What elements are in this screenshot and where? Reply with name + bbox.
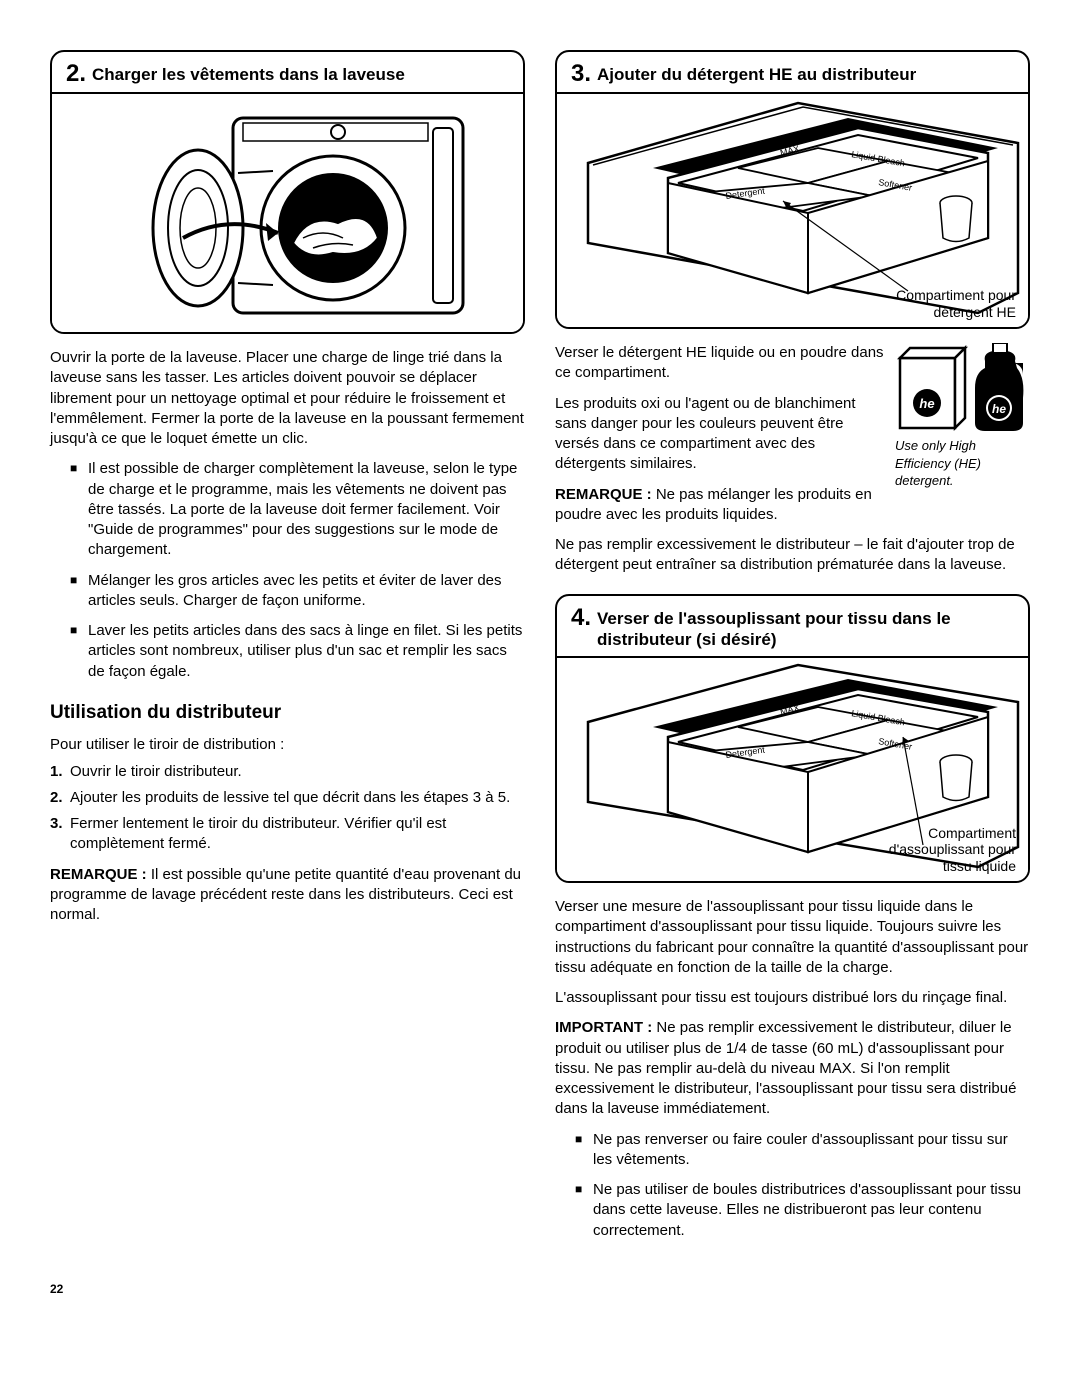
dispenser-step-2: 2.Ajouter les produits de lessive tel qu… — [50, 788, 525, 808]
step-4-header: 4. Verser de l'assouplissant pour tissu … — [557, 596, 1028, 657]
dispenser-step-3: 3.Fermer lentement le tiroir du distribu… — [50, 814, 525, 855]
step-4-bullets: Ne pas renverser ou faire couler d'assou… — [575, 1130, 1030, 1241]
left-column: 2. Charger les vêtements dans la laveuse — [50, 50, 525, 1251]
he-note-text: Use only High Efficiency (HE) detergent. — [895, 438, 981, 488]
step-4-illustration: MAX Liquid Bleach Softener Detergent Com… — [557, 656, 1028, 881]
step-3-illustration: MAX Liquid Bleach Softener Detergent Com… — [557, 92, 1028, 327]
step-2-illustration — [52, 92, 523, 332]
step-4-number: 4. — [571, 606, 591, 630]
step-3-number: 3. — [571, 62, 591, 86]
step-2-box: 2. Charger les vêtements dans la laveuse — [50, 50, 525, 334]
step-4-callout: Compartiment d'assouplissant pour tissu … — [876, 825, 1016, 875]
page-number: 22 — [50, 1281, 1030, 1297]
step-4-title: Verser de l'assouplissant pour tissu dan… — [597, 606, 1014, 651]
svg-text:he: he — [919, 396, 934, 411]
he-detergent-aside: he he Use only High Efficiency (HE) dete… — [895, 343, 1030, 490]
svg-text:he: he — [992, 402, 1006, 416]
step-3-p3: REMARQUE : Ne pas mélanger les produits … — [555, 485, 1030, 526]
step-3-title: Ajouter du détergent HE au distributeur — [597, 62, 916, 85]
step-2-header: 2. Charger les vêtements dans la laveuse — [52, 52, 523, 92]
dispenser-steps: 1.Ouvrir le tiroir distributeur. 2.Ajout… — [50, 762, 525, 855]
step-3-body: he he Use only High Efficiency (HE) dete… — [555, 343, 1030, 576]
dispenser-remark: REMARQUE : Il est possible qu'une petite… — [50, 865, 525, 926]
step-2-bullets: Il est possible de charger complètement … — [70, 459, 525, 682]
step-2-number: 2. — [66, 62, 86, 86]
step-3-p4: Ne pas remplir excessivement le distribu… — [555, 535, 1030, 576]
bullet-mesh-bags: Laver les petits articles dans des sacs … — [70, 621, 525, 682]
washer-loading-icon — [78, 93, 498, 333]
step-3-callout: Compartiment pour détergent HE — [876, 287, 1016, 321]
bullet-no-balls: Ne pas utiliser de boules distributrices… — [575, 1180, 1030, 1241]
dispenser-subhead: Utilisation du distributeur — [50, 700, 525, 726]
bullet-mix-items: Mélanger les gros articles avec les peti… — [70, 571, 525, 612]
manual-page: 2. Charger les vêtements dans la laveuse — [50, 50, 1030, 1251]
step-3-header: 3. Ajouter du détergent HE au distribute… — [557, 52, 1028, 92]
step-2-title: Charger les vêtements dans la laveuse — [92, 62, 405, 85]
right-column: 3. Ajouter du détergent HE au distribute… — [555, 50, 1030, 1251]
step-4-box: 4. Verser de l'assouplissant pour tissu … — [555, 594, 1030, 884]
step-4-p2: L'assouplissant pour tissu est toujours … — [555, 988, 1030, 1008]
step-3-box: 3. Ajouter du détergent HE au distribute… — [555, 50, 1030, 329]
he-logo-icon: he he — [895, 343, 1025, 433]
step-4-p3: IMPORTANT : Ne pas remplir excessivement… — [555, 1018, 1030, 1119]
bullet-no-spill: Ne pas renverser ou faire couler d'assou… — [575, 1130, 1030, 1171]
step-4-p1: Verser une mesure de l'assouplissant pou… — [555, 897, 1030, 978]
dispenser-intro: Pour utiliser le tiroir de distribution … — [50, 735, 525, 755]
bullet-load-fully: Il est possible de charger complètement … — [70, 459, 525, 560]
dispenser-step-1: 1.Ouvrir le tiroir distributeur. — [50, 762, 525, 782]
step-2-intro: Ouvrir la porte de la laveuse. Placer un… — [50, 348, 525, 449]
